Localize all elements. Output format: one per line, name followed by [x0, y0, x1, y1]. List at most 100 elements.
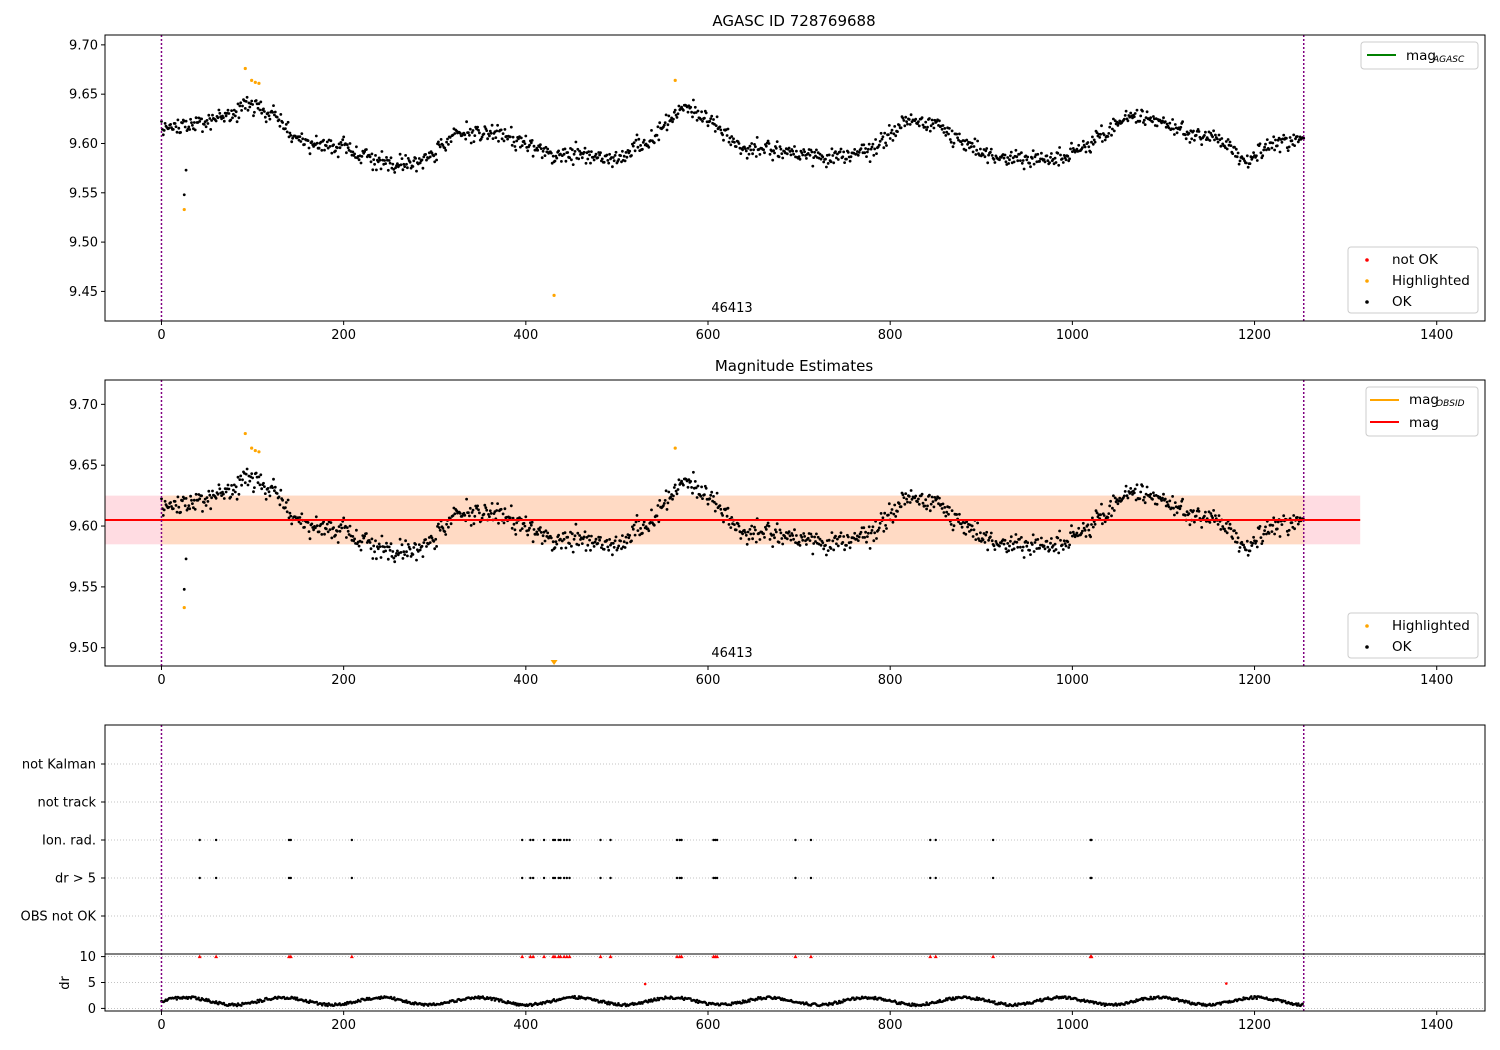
ok-point [625, 155, 629, 159]
ok-point [489, 512, 493, 515]
dr-point [240, 1004, 243, 1007]
ok-point [191, 123, 194, 127]
ok-point [284, 501, 288, 504]
ok-point [240, 483, 244, 487]
ok-point [526, 149, 530, 153]
ok-point [458, 512, 462, 515]
dr-point [235, 1004, 239, 1008]
ok-point [741, 532, 744, 536]
ok-point [1049, 541, 1052, 545]
ok-point [1151, 497, 1154, 501]
ok-point [1273, 148, 1276, 152]
ok-point [502, 139, 506, 143]
ok-point [667, 114, 671, 118]
ok-point [566, 535, 570, 539]
ok-point [488, 129, 492, 133]
ok-point [994, 540, 998, 543]
ok-point [884, 524, 887, 527]
ok-point [432, 539, 436, 543]
ok-point [594, 152, 598, 156]
ok-point [527, 528, 530, 532]
ok-point [990, 539, 994, 543]
flag-marker [542, 876, 546, 880]
ok-point [560, 539, 564, 543]
ok-point [692, 98, 695, 102]
ok-point [284, 506, 287, 509]
ok-point [730, 516, 734, 519]
x-tick-label: 800 [878, 1018, 903, 1033]
ok-point [1263, 145, 1266, 149]
ok-point [406, 543, 410, 546]
ok-point [873, 147, 877, 151]
ok-point [612, 159, 616, 163]
ok-point [856, 539, 860, 542]
flag-marker [214, 838, 218, 842]
flag-marker [715, 838, 719, 842]
ok-point [1062, 539, 1066, 543]
ok-point [883, 131, 887, 135]
ok-point [589, 161, 592, 165]
ok-point [370, 537, 374, 541]
flag-marker [678, 876, 681, 880]
ok-point [718, 504, 722, 507]
ok-point [315, 524, 319, 528]
ok-point [160, 497, 163, 501]
ok-point [1184, 137, 1188, 141]
ok-point [444, 533, 448, 536]
ok-point [1257, 527, 1261, 530]
ok-point [161, 514, 165, 517]
ok-point [315, 141, 319, 145]
ok-point [348, 142, 352, 145]
dr-point [1254, 995, 1257, 998]
flag-marker [714, 876, 717, 880]
ok-point [1296, 516, 1299, 519]
ok-point [578, 534, 581, 537]
ok-point [1161, 119, 1164, 123]
ok-point [1036, 152, 1040, 156]
ok-point [1181, 120, 1184, 124]
ok-point [1252, 151, 1255, 155]
ok-point [993, 161, 997, 164]
highlighted-point [182, 605, 186, 610]
ok-point [622, 154, 626, 158]
ok-point [245, 467, 249, 471]
ok-point [905, 497, 908, 501]
y-tick-label: 9.60 [69, 520, 98, 535]
ok-point [1090, 140, 1093, 144]
ok-point [1142, 118, 1146, 122]
flag-marker [520, 876, 524, 880]
flag-marker [568, 876, 571, 880]
panel1-x-axis: 0 200 400 600 800 1000 1200 1400 [157, 321, 1453, 343]
ok-point [713, 509, 717, 513]
ok-point [473, 134, 477, 138]
ok-point [238, 478, 242, 481]
ok-point [1096, 515, 1100, 519]
ok-point [335, 146, 339, 150]
ok-point [377, 542, 381, 546]
ok-point [582, 535, 586, 539]
ok-point [334, 149, 337, 153]
ok-point [1166, 503, 1170, 507]
ok-point [330, 536, 334, 540]
ok-point [174, 504, 178, 507]
panel1-title: AGASC ID 728769688 [712, 12, 875, 30]
ok-point [897, 123, 901, 127]
dr-point [646, 1000, 650, 1004]
ok-point [517, 137, 520, 141]
ok-point [722, 138, 725, 142]
ok-point [1064, 158, 1068, 162]
flag-marker [198, 838, 201, 842]
ok-point [379, 556, 383, 559]
ok-point [885, 527, 888, 530]
ok-point [330, 151, 334, 155]
ok-point [294, 515, 297, 519]
ok-point [1235, 541, 1239, 544]
ok-point [862, 143, 866, 147]
ok-point [625, 541, 629, 545]
ok-point [1006, 542, 1010, 545]
ok-point [1006, 156, 1010, 159]
ok-point [317, 146, 321, 150]
ok-point [1068, 157, 1071, 161]
ok-point [806, 152, 810, 155]
ok-point [207, 113, 211, 117]
